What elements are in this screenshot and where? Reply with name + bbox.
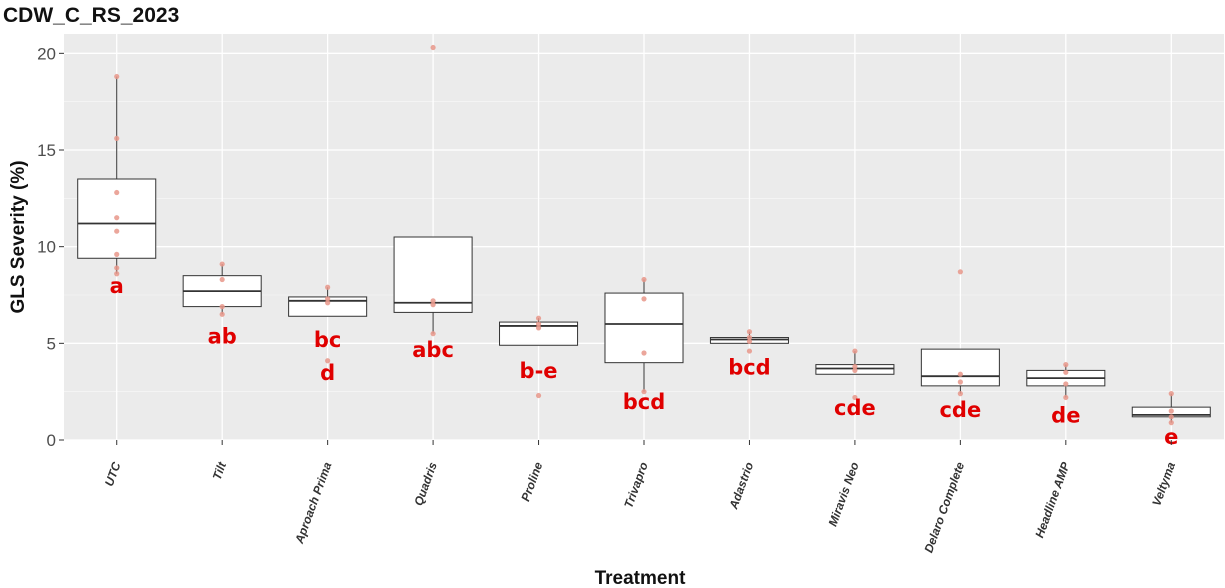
y-axis-title: GLS Severity (%) [8, 160, 29, 313]
x-axis-title: Treatment [595, 568, 686, 588]
data-point [852, 394, 858, 401]
data-point [746, 334, 753, 341]
y-tick-label: 15 [37, 141, 56, 160]
data-point [641, 389, 647, 395]
data-point [746, 348, 753, 354]
data-point [114, 271, 120, 277]
data-point [641, 296, 647, 302]
significance-letter: cde [939, 398, 981, 422]
y-axis: 0 5 10 15 20 [37, 44, 64, 450]
y-tick-label: 10 [37, 238, 56, 257]
data-point [219, 304, 225, 310]
data-point [535, 315, 542, 321]
y-tick-label: 0 [47, 431, 56, 450]
x-tick-label: Miravis Neo [826, 460, 862, 528]
data-point [430, 331, 436, 337]
data-point [535, 321, 542, 327]
data-point [1168, 391, 1174, 397]
data-point [1063, 362, 1069, 368]
y-tick-label: 5 [47, 334, 56, 353]
data-point [957, 371, 963, 377]
data-point [535, 392, 542, 399]
x-tick-label: Aproach Prima [292, 460, 335, 546]
data-point [746, 329, 753, 335]
data-points [114, 44, 1174, 426]
data-point [430, 298, 436, 304]
data-point [114, 135, 120, 141]
data-point [957, 391, 963, 397]
significance-letter: bcd [623, 390, 666, 414]
box [604, 292, 684, 364]
data-point [641, 350, 647, 356]
data-point [957, 379, 963, 385]
x-tick-label: Veltyma [1149, 460, 1178, 508]
x-tick-label: Adastrio [726, 460, 756, 511]
x-tick-label: Quadris [411, 460, 440, 508]
x-axis: UTC Tilt Aproach Prima Quadris Proline Trivap… [102, 440, 1178, 555]
data-point [219, 276, 225, 283]
x-tick-label: Headline AMP [1032, 459, 1073, 539]
significance-letter: de [1051, 404, 1080, 428]
data-point [1063, 394, 1069, 401]
boxplot [1026, 364, 1106, 398]
boxplot [604, 279, 684, 392]
data-point [535, 325, 542, 331]
data-point [1168, 414, 1174, 420]
y-tick-label: 20 [37, 44, 56, 63]
data-point [219, 261, 225, 267]
data-point [957, 269, 963, 275]
x-tick-label: Delaro Complete [921, 460, 967, 555]
x-tick-label: Tilt [210, 459, 230, 481]
significance-letter: e [1164, 425, 1178, 449]
data-point [852, 367, 858, 373]
data-point [114, 215, 120, 221]
x-tick-label: UTC [102, 460, 124, 488]
x-tick-label: Trivapro [621, 460, 651, 510]
data-point [1168, 420, 1174, 426]
data-point [430, 44, 436, 51]
data-point [852, 363, 858, 370]
data-point [325, 284, 331, 290]
significance-letter: bcd [728, 355, 771, 379]
data-point [114, 73, 120, 80]
significance-letter: ab [208, 324, 237, 348]
significance-letter: cde [834, 396, 876, 420]
data-point [325, 296, 331, 302]
significance-letter: bc [314, 328, 341, 352]
data-point [746, 338, 753, 344]
data-point [430, 302, 436, 308]
significance-letter: abc [412, 338, 454, 362]
data-point [114, 189, 120, 196]
data-point [114, 265, 120, 271]
significance-letter: b-e [520, 359, 558, 383]
x-tick-label: Proline [518, 460, 545, 503]
data-point [325, 358, 331, 364]
data-point [1063, 369, 1069, 375]
significance-letter: a [110, 274, 124, 298]
data-point [114, 228, 120, 234]
data-point [641, 276, 647, 283]
significance-letter: d [320, 361, 335, 385]
chart-title: CDW_C_RS_2023 [3, 4, 179, 27]
data-point [1063, 381, 1069, 387]
data-point [219, 311, 225, 317]
data-point [852, 348, 858, 354]
data-point [114, 251, 120, 257]
data-point [1168, 408, 1174, 414]
data-point [325, 300, 331, 306]
